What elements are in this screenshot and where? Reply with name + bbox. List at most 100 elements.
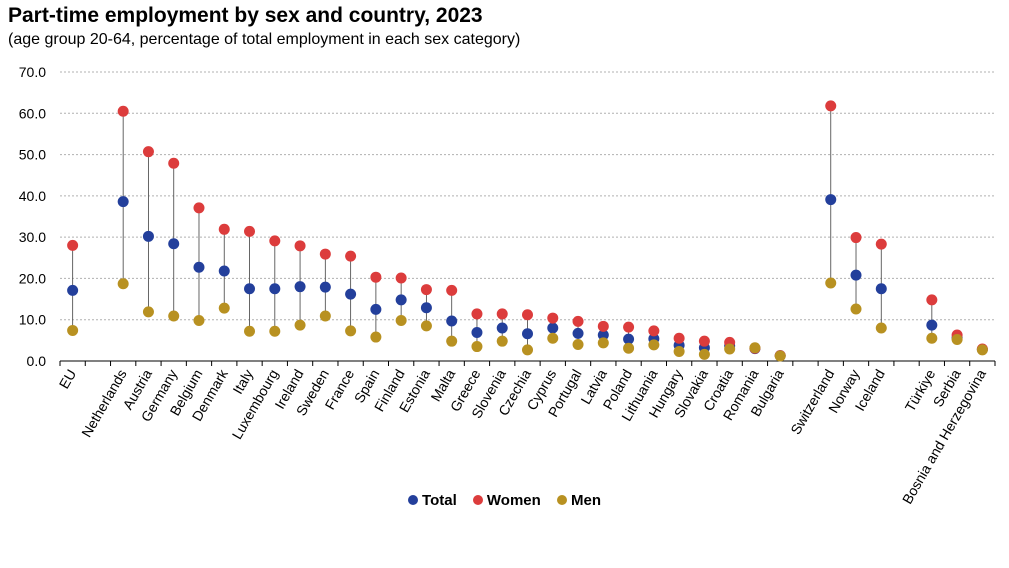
legend-item-women: Women: [472, 492, 541, 509]
legend-marker-men: [556, 495, 567, 505]
legend-label-total: Total: [422, 492, 457, 509]
point-men: [193, 315, 205, 327]
point-total: [193, 261, 205, 273]
point-total: [294, 281, 306, 293]
point-men: [395, 315, 407, 327]
point-men: [623, 342, 635, 354]
point-men: [673, 346, 685, 358]
point-women: [193, 202, 205, 214]
chart-title: Part-time employment by sex and country,…: [8, 4, 483, 27]
y-tick-label: 10.0: [19, 312, 46, 328]
point-men: [698, 348, 710, 360]
point-women: [698, 335, 710, 347]
point-men: [850, 303, 862, 315]
point-women: [547, 312, 559, 324]
x-category-label: EU: [56, 367, 80, 392]
point-total: [395, 294, 407, 306]
point-women: [319, 248, 331, 260]
point-total: [623, 333, 635, 345]
point-women: [67, 239, 79, 251]
y-tick-label: 30.0: [19, 229, 46, 245]
point-men: [244, 325, 256, 337]
point-men: [597, 337, 609, 349]
y-tick-label: 60.0: [19, 105, 46, 121]
point-women: [875, 238, 887, 250]
y-tick-label: 20.0: [19, 270, 46, 286]
chart-subtitle: (age group 20-64, percentage of total em…: [8, 31, 521, 48]
point-total: [522, 328, 533, 340]
point-men: [648, 339, 660, 351]
point-women: [597, 320, 609, 332]
point-total: [572, 327, 584, 339]
point-total: [244, 283, 256, 295]
point-women: [117, 105, 129, 117]
point-women: [168, 157, 180, 169]
point-women: [850, 232, 862, 244]
legend-label-men: Men: [570, 492, 601, 509]
point-men: [724, 343, 736, 355]
point-total: [471, 327, 483, 339]
point-women: [294, 240, 306, 252]
point-women: [648, 325, 660, 337]
point-men: [218, 302, 230, 314]
point-total: [446, 315, 458, 327]
point-men: [446, 335, 458, 347]
point-men: [370, 331, 382, 343]
point-women: [244, 225, 256, 237]
y-tick-label: 0.0: [27, 353, 47, 369]
point-men: [774, 350, 786, 362]
point-men: [420, 320, 432, 332]
point-women: [218, 223, 230, 235]
point-men: [168, 310, 180, 322]
point-women: [269, 235, 281, 247]
legend-marker-total: [408, 495, 419, 505]
legend-item-men: Men: [556, 492, 601, 509]
point-men: [319, 310, 331, 322]
point-total: [218, 265, 230, 277]
point-total: [547, 322, 559, 334]
point-men: [294, 319, 306, 331]
point-women: [496, 308, 508, 320]
point-total: [926, 319, 938, 331]
point-women: [142, 146, 154, 158]
point-men: [547, 332, 559, 344]
point-total: [875, 283, 887, 295]
point-women: [572, 315, 584, 327]
point-total: [825, 194, 837, 206]
point-men: [951, 334, 963, 346]
point-women: [673, 332, 685, 344]
legend: Total Women Men: [0, 492, 1009, 509]
point-total: [370, 303, 382, 315]
point-men: [142, 306, 154, 318]
point-women: [395, 272, 407, 284]
point-men: [117, 278, 129, 290]
point-men: [471, 341, 483, 353]
point-men: [522, 344, 533, 356]
point-men: [496, 335, 508, 347]
point-total: [142, 230, 154, 242]
point-women: [420, 284, 432, 296]
point-men: [825, 277, 837, 289]
point-men: [67, 324, 79, 336]
point-total: [496, 322, 508, 334]
point-total: [597, 329, 609, 341]
y-tick-label: 40.0: [19, 188, 46, 204]
point-women: [623, 321, 635, 333]
point-men: [749, 342, 761, 354]
point-total: [117, 196, 129, 208]
point-women: [471, 308, 483, 320]
legend-marker-women: [472, 495, 483, 505]
point-women: [825, 100, 837, 112]
x-category-label: Türkiye: [902, 366, 939, 414]
point-total: [269, 283, 281, 295]
y-tick-label: 70.0: [19, 64, 46, 80]
point-men: [572, 338, 584, 350]
point-total: [168, 238, 180, 250]
point-total: [67, 284, 79, 296]
point-men: [345, 325, 357, 337]
point-total: [850, 269, 862, 281]
point-women: [446, 284, 458, 296]
point-men: [926, 332, 938, 344]
point-women: [345, 250, 357, 262]
